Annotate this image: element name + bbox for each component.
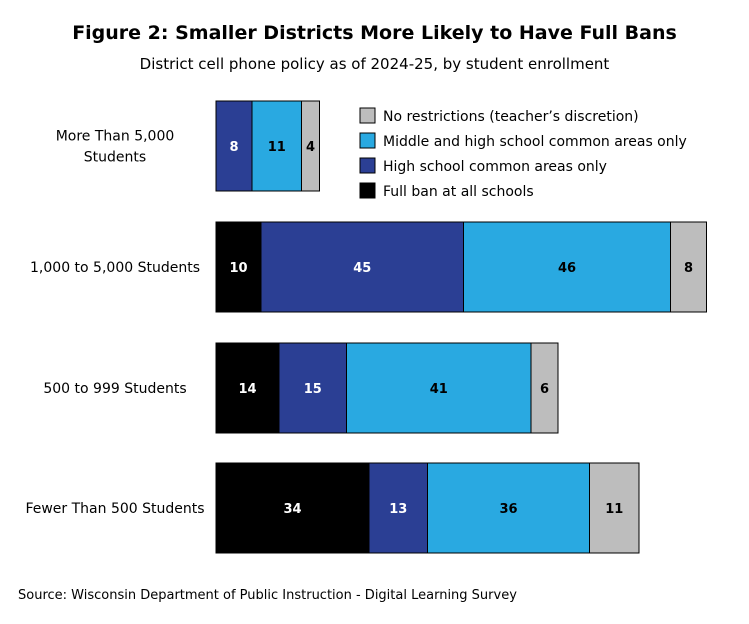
legend-label-no-restrictions-teacher-s-discretion: No restrictions (teacher’s discretion): [383, 109, 639, 125]
data-label-full-ban-at-all-schools-1-000-to-5-000-students: 10: [229, 261, 247, 276]
bar-segment-no-restrictions-teacher-s-discretion-500-to-999-students: [530, 342, 559, 434]
stacked-bar-chart: More Than 5,000 Students 8 11 4 1,000 to 5,00…: [25, 100, 707, 554]
chart-subtitle: District cell phone policy as of 2024-25…: [139, 55, 610, 73]
data-label-no-restrictions-teacher-s-discretion-1-000-to-5-000-students: 8: [684, 261, 693, 276]
category-label-fewer-than-500-students: Fewer Than 500 Students: [25, 501, 204, 517]
bar-segment-no-restrictions-teacher-s-discretion-more-than-5-000-students: [301, 100, 320, 192]
category-label-1-000-to-5-000-students: 1,000 to 5,000 Students: [30, 260, 200, 276]
category-label-500-to-999-students: 500 to 999 Students: [43, 381, 186, 397]
bar-segment-high-school-common-areas-only-fewer-than-500-students: [368, 462, 428, 554]
data-label-high-school-common-areas-only-fewer-than-500-students: 13: [389, 502, 407, 517]
data-label-middle-and-high-school-common-areas-only-500-to-999-students: 41: [430, 382, 448, 397]
data-label-no-restrictions-teacher-s-discretion-fewer-than-500-students: 11: [605, 502, 623, 517]
data-label-high-school-common-areas-only-500-to-999-students: 15: [304, 382, 322, 397]
legend-label-full-ban-at-all-schools: Full ban at all schools: [383, 184, 534, 200]
bar-segment-full-ban-at-all-schools-fewer-than-500-students: [215, 462, 370, 554]
data-label-middle-and-high-school-common-areas-only-more-than-5-000-students: 11: [268, 140, 286, 155]
data-label-no-restrictions-teacher-s-discretion-more-than-5-000-students: 4: [306, 140, 315, 155]
legend-label-high-school-common-areas-only: High school common areas only: [383, 159, 607, 175]
data-label-middle-and-high-school-common-areas-only-1-000-to-5-000-students: 46: [558, 261, 576, 276]
legend-swatch-no-restrictions-teacher-s-discretion: [359, 107, 376, 124]
legend-label-middle-and-high-school-common-areas-only: Middle and high school common areas only: [383, 134, 687, 150]
chart-title: Figure 2: Smaller Districts More Likely …: [72, 22, 677, 44]
bar-segment-no-restrictions-teacher-s-discretion-fewer-than-500-students: [589, 462, 640, 554]
data-label-middle-and-high-school-common-areas-only-fewer-than-500-students: 36: [499, 502, 517, 517]
bar-segment-high-school-common-areas-only-more-than-5-000-students: [215, 100, 253, 192]
category-label-more-than-5-000-students: More Than 5,000 Students: [56, 129, 175, 166]
source-note: Source: Wisconsin Department of Public I…: [18, 588, 517, 603]
bar-segment-middle-and-high-school-common-areas-only-1-000-to-5-000-students: [463, 221, 671, 313]
bar-segment-middle-and-high-school-common-areas-only-500-to-999-students: [346, 342, 532, 434]
bar-segment-full-ban-at-all-schools-500-to-999-students: [215, 342, 280, 434]
legend-swatch-middle-and-high-school-common-areas-only: [359, 132, 376, 149]
bar-segment-full-ban-at-all-schools-1-000-to-5-000-students: [215, 221, 262, 313]
legend-swatch-full-ban-at-all-schools: [359, 182, 376, 199]
data-label-no-restrictions-teacher-s-discretion-500-to-999-students: 6: [540, 382, 549, 397]
legend-swatch-high-school-common-areas-only: [359, 157, 376, 174]
bar-segment-no-restrictions-teacher-s-discretion-1-000-to-5-000-students: [670, 221, 707, 313]
data-label-high-school-common-areas-only-1-000-to-5-000-students: 45: [353, 261, 371, 276]
data-label-full-ban-at-all-schools-fewer-than-500-students: 34: [283, 502, 301, 517]
bar-segment-high-school-common-areas-only-500-to-999-students: [278, 342, 347, 434]
bar-segment-middle-and-high-school-common-areas-only-fewer-than-500-students: [427, 462, 590, 554]
data-label-full-ban-at-all-schools-500-to-999-students: 14: [238, 382, 256, 397]
data-label-high-school-common-areas-only-more-than-5-000-students: 8: [229, 140, 238, 155]
